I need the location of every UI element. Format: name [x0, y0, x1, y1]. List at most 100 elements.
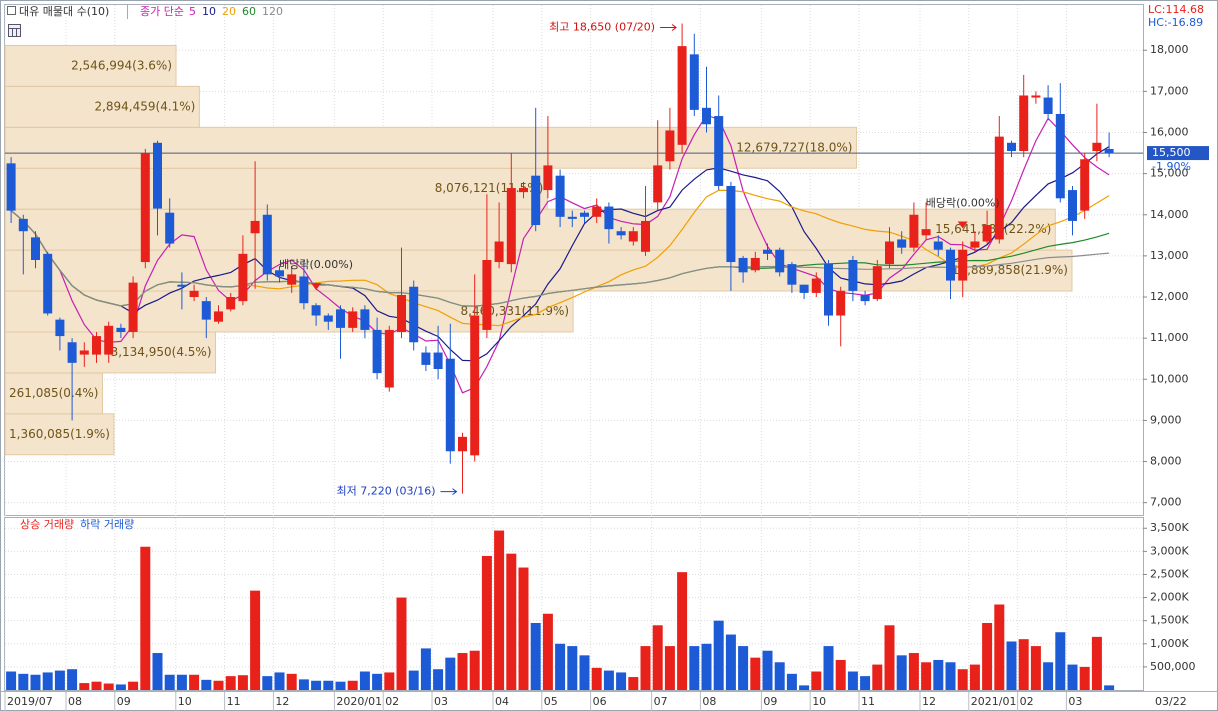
volume-bar	[945, 662, 956, 690]
volume-bar	[140, 546, 151, 690]
y-tick-label: 2,000K	[1150, 591, 1189, 604]
volume-bar	[67, 669, 78, 690]
candle-body	[836, 290, 846, 316]
ex-dividend-label: 배당락(0.00%)	[279, 258, 353, 271]
x-tick-label: 03	[1068, 695, 1082, 708]
volume-bar	[1043, 662, 1054, 690]
candle-body	[799, 284, 809, 293]
volume-bar	[835, 659, 846, 690]
candle-body	[1031, 95, 1041, 98]
candle-body	[982, 225, 992, 242]
y-tick-label: 17,000	[1150, 84, 1189, 97]
y-tick-label: 2,500K	[1150, 567, 1189, 580]
ma-legend-label: 종가 단순	[140, 5, 184, 18]
candle-body	[336, 309, 345, 328]
legend-entry: 상승 거래량	[20, 518, 74, 531]
candle-body	[360, 309, 370, 330]
volume-bar	[1104, 685, 1115, 690]
candle-body	[604, 206, 614, 230]
volume-bar	[750, 657, 761, 690]
y-tick-label: 18,000	[1150, 43, 1189, 56]
x-tick-label: 07	[654, 695, 668, 708]
volume-profile-box	[4, 167, 548, 210]
candle-body	[933, 241, 943, 250]
candle-body	[567, 216, 577, 219]
y-tick-label: 7,000	[1150, 496, 1182, 509]
candle-body	[885, 241, 894, 265]
candle-body	[726, 185, 736, 263]
x-tick-label: 05	[544, 695, 558, 708]
volume-bar	[6, 671, 17, 690]
candle-body	[116, 327, 126, 332]
candle-body	[323, 315, 333, 322]
candle-body	[79, 350, 89, 355]
volume-bar	[18, 673, 29, 690]
candle-body	[714, 116, 724, 186]
volume-bar	[103, 683, 114, 690]
x-tick-label: 2021/01	[971, 695, 1017, 708]
volume-bar	[164, 674, 175, 690]
candle-body	[909, 214, 919, 248]
volume-profile-box	[4, 44, 177, 87]
volume-bar	[713, 620, 724, 690]
volume-profile-label: 15,641,283(22.2%)	[935, 222, 1051, 236]
low-arrow	[440, 488, 458, 496]
volume-profile-label: 2,546,994(3.6%)	[71, 58, 172, 72]
volume-bar	[652, 625, 663, 690]
x-tick-label: 06	[593, 695, 607, 708]
volume-profile-box	[4, 290, 574, 333]
volume-profile-label: 1,360,085(1.9%)	[9, 427, 110, 441]
hc-label: HC:-16.89	[1148, 16, 1203, 29]
candle-body	[433, 352, 443, 369]
volume-bar	[847, 671, 858, 690]
indicator-checkbox[interactable]	[7, 6, 16, 15]
candle-body	[897, 239, 907, 248]
volume-profile-box	[4, 372, 103, 415]
candle-body	[238, 253, 248, 302]
candle-body	[372, 329, 382, 374]
candle-body	[1104, 148, 1114, 154]
volume-bar	[872, 664, 883, 690]
candle-body	[67, 342, 77, 363]
candle-body	[18, 218, 28, 232]
volume-bar	[921, 662, 932, 690]
low-annotation: 최저 7,220 (03/16)	[336, 485, 435, 498]
candle-body	[958, 249, 968, 281]
x-last-date: 03/22	[1155, 695, 1187, 708]
y-tick-label: 10,000	[1150, 372, 1189, 385]
tool-icon[interactable]	[8, 24, 21, 37]
volume-bar	[30, 674, 41, 690]
candle-body	[165, 212, 175, 244]
volume-bar	[518, 567, 529, 690]
volume-bar	[1079, 666, 1090, 690]
candle-body	[677, 46, 687, 145]
candle-body	[824, 264, 833, 316]
volume-bar	[982, 622, 993, 690]
volume-bar	[494, 530, 505, 690]
candle-body	[311, 305, 321, 316]
volume-bar	[262, 676, 273, 690]
candle-body	[128, 282, 138, 332]
candle-body	[140, 153, 150, 263]
candle-body	[153, 142, 162, 209]
x-tick-label: 12	[922, 695, 936, 708]
x-tick-label: 12	[275, 695, 289, 708]
volume-bar	[481, 555, 492, 690]
volume-bar	[823, 646, 834, 690]
volume-bar	[701, 643, 712, 690]
y-tick-label: 16,000	[1150, 126, 1189, 139]
candle-body	[763, 249, 772, 254]
candle-body	[1007, 142, 1016, 152]
x-tick-label: 10	[178, 695, 192, 708]
volume-bar	[567, 646, 578, 690]
candle-body	[580, 212, 589, 217]
volume-bar	[860, 676, 871, 690]
volume-bar	[591, 667, 602, 690]
x-tick-label: 08	[702, 695, 716, 708]
volume-bar	[725, 634, 736, 690]
volume-bar	[969, 664, 980, 690]
candle-body	[1055, 113, 1065, 199]
candle-body	[775, 249, 785, 273]
candle-body	[1043, 97, 1053, 114]
volume-bar	[152, 653, 163, 690]
